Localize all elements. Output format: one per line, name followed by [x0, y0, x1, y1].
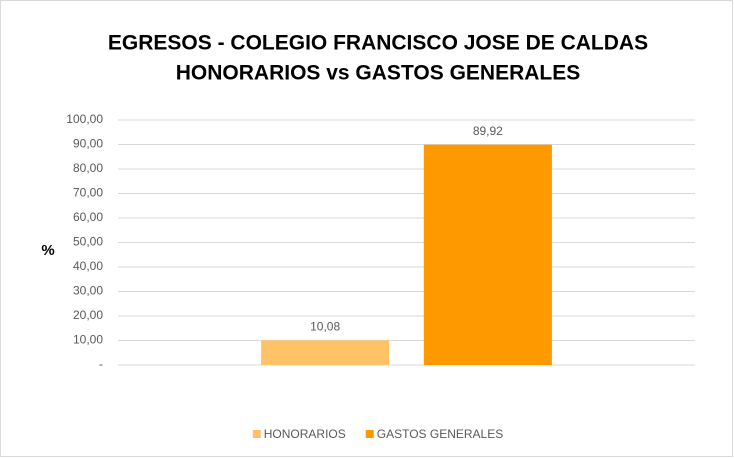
- legend-label: HONORARIOS: [264, 427, 346, 441]
- y-tick-label: 100,00: [66, 112, 103, 126]
- y-tick-label: 60,00: [73, 210, 103, 224]
- y-tick-label: 80,00: [73, 161, 103, 175]
- bar: [423, 144, 552, 365]
- y-tick-label: 30,00: [73, 284, 103, 298]
- data-label: 89,92: [473, 124, 503, 138]
- y-axis-label: %: [41, 242, 54, 259]
- y-tick-label: -: [99, 357, 103, 371]
- y-tick-label: 10,00: [73, 333, 103, 347]
- y-tick-label: 50,00: [73, 235, 103, 249]
- legend-swatch: [365, 430, 374, 438]
- data-label: 10,08: [310, 319, 340, 333]
- chart-title: HONORARIOS vs GASTOS GENERALES: [176, 62, 581, 85]
- legend-swatch: [252, 430, 261, 438]
- y-tick-label: 40,00: [73, 259, 103, 273]
- chart-title: EGRESOS - COLEGIO FRANCISCO JOSE DE CALD…: [108, 32, 648, 55]
- y-tick-label: 70,00: [73, 186, 103, 200]
- y-tick-label: 20,00: [73, 308, 103, 322]
- y-tick-label: 90,00: [73, 137, 103, 151]
- legend-label: GASTOS GENERALES: [377, 427, 504, 441]
- bar: [261, 340, 390, 365]
